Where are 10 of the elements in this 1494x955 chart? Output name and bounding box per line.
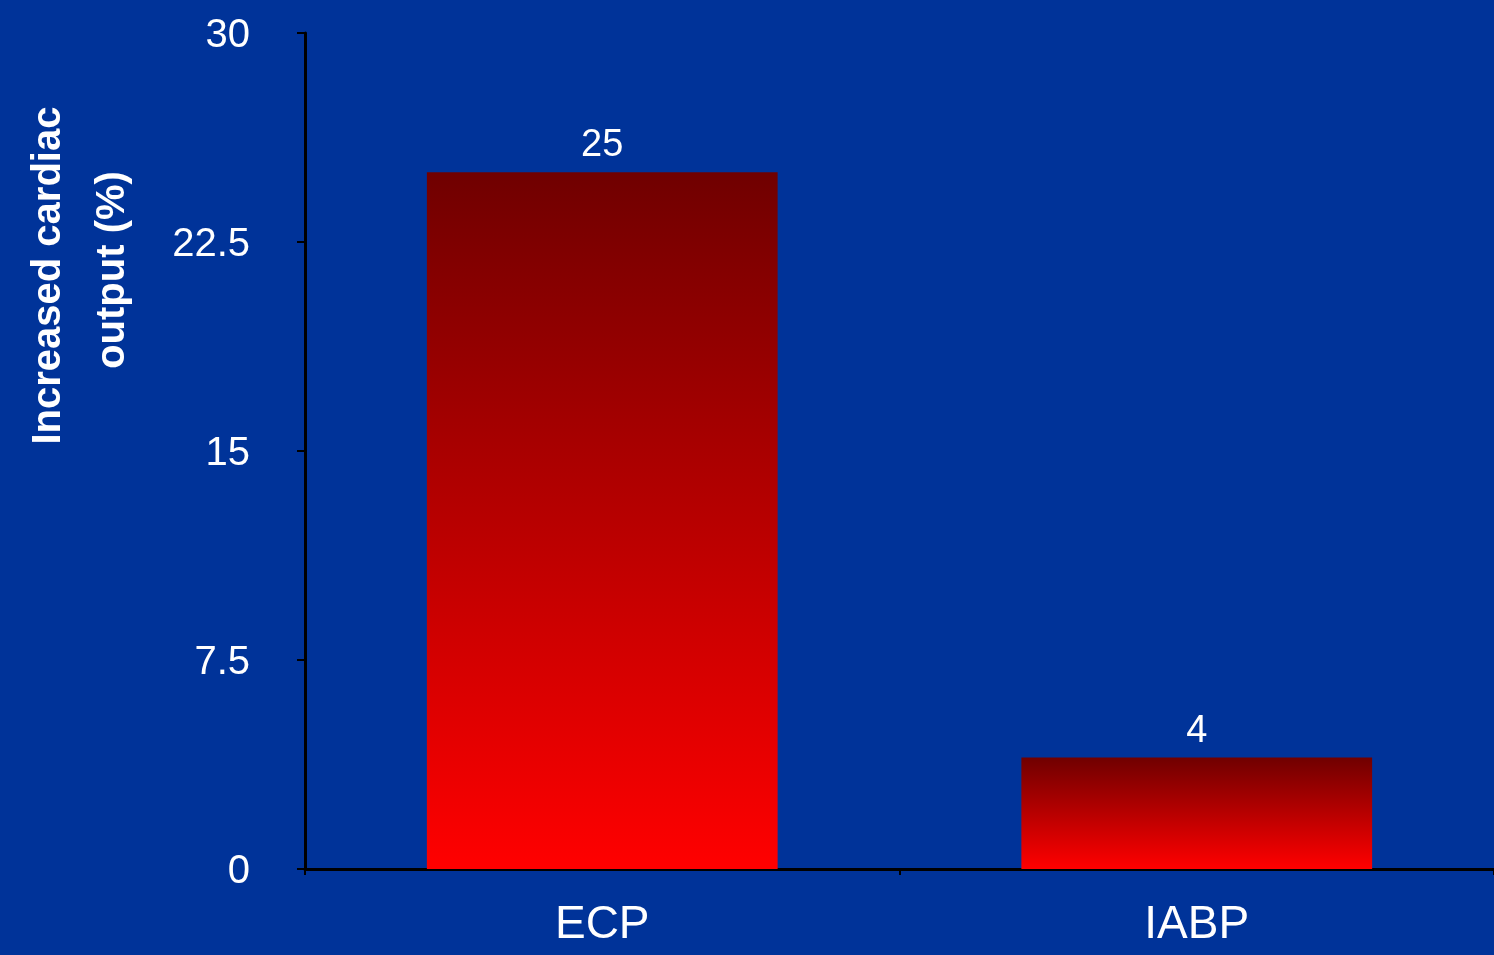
y-tick-label: 30 <box>205 11 250 55</box>
x-tick-label: ECP <box>554 896 650 948</box>
y-tick-label: 15 <box>205 429 250 473</box>
y-tick-label: 7.5 <box>194 638 250 682</box>
data-label: 25 <box>581 122 624 165</box>
data-label: 4 <box>1186 707 1208 750</box>
x-tick-label: IABP <box>1144 896 1250 948</box>
y-axis-title: Increased cardiac output (%) <box>24 95 132 445</box>
y-tick-label: 0 <box>227 847 250 891</box>
y-tick-label: 22.5 <box>172 220 250 264</box>
